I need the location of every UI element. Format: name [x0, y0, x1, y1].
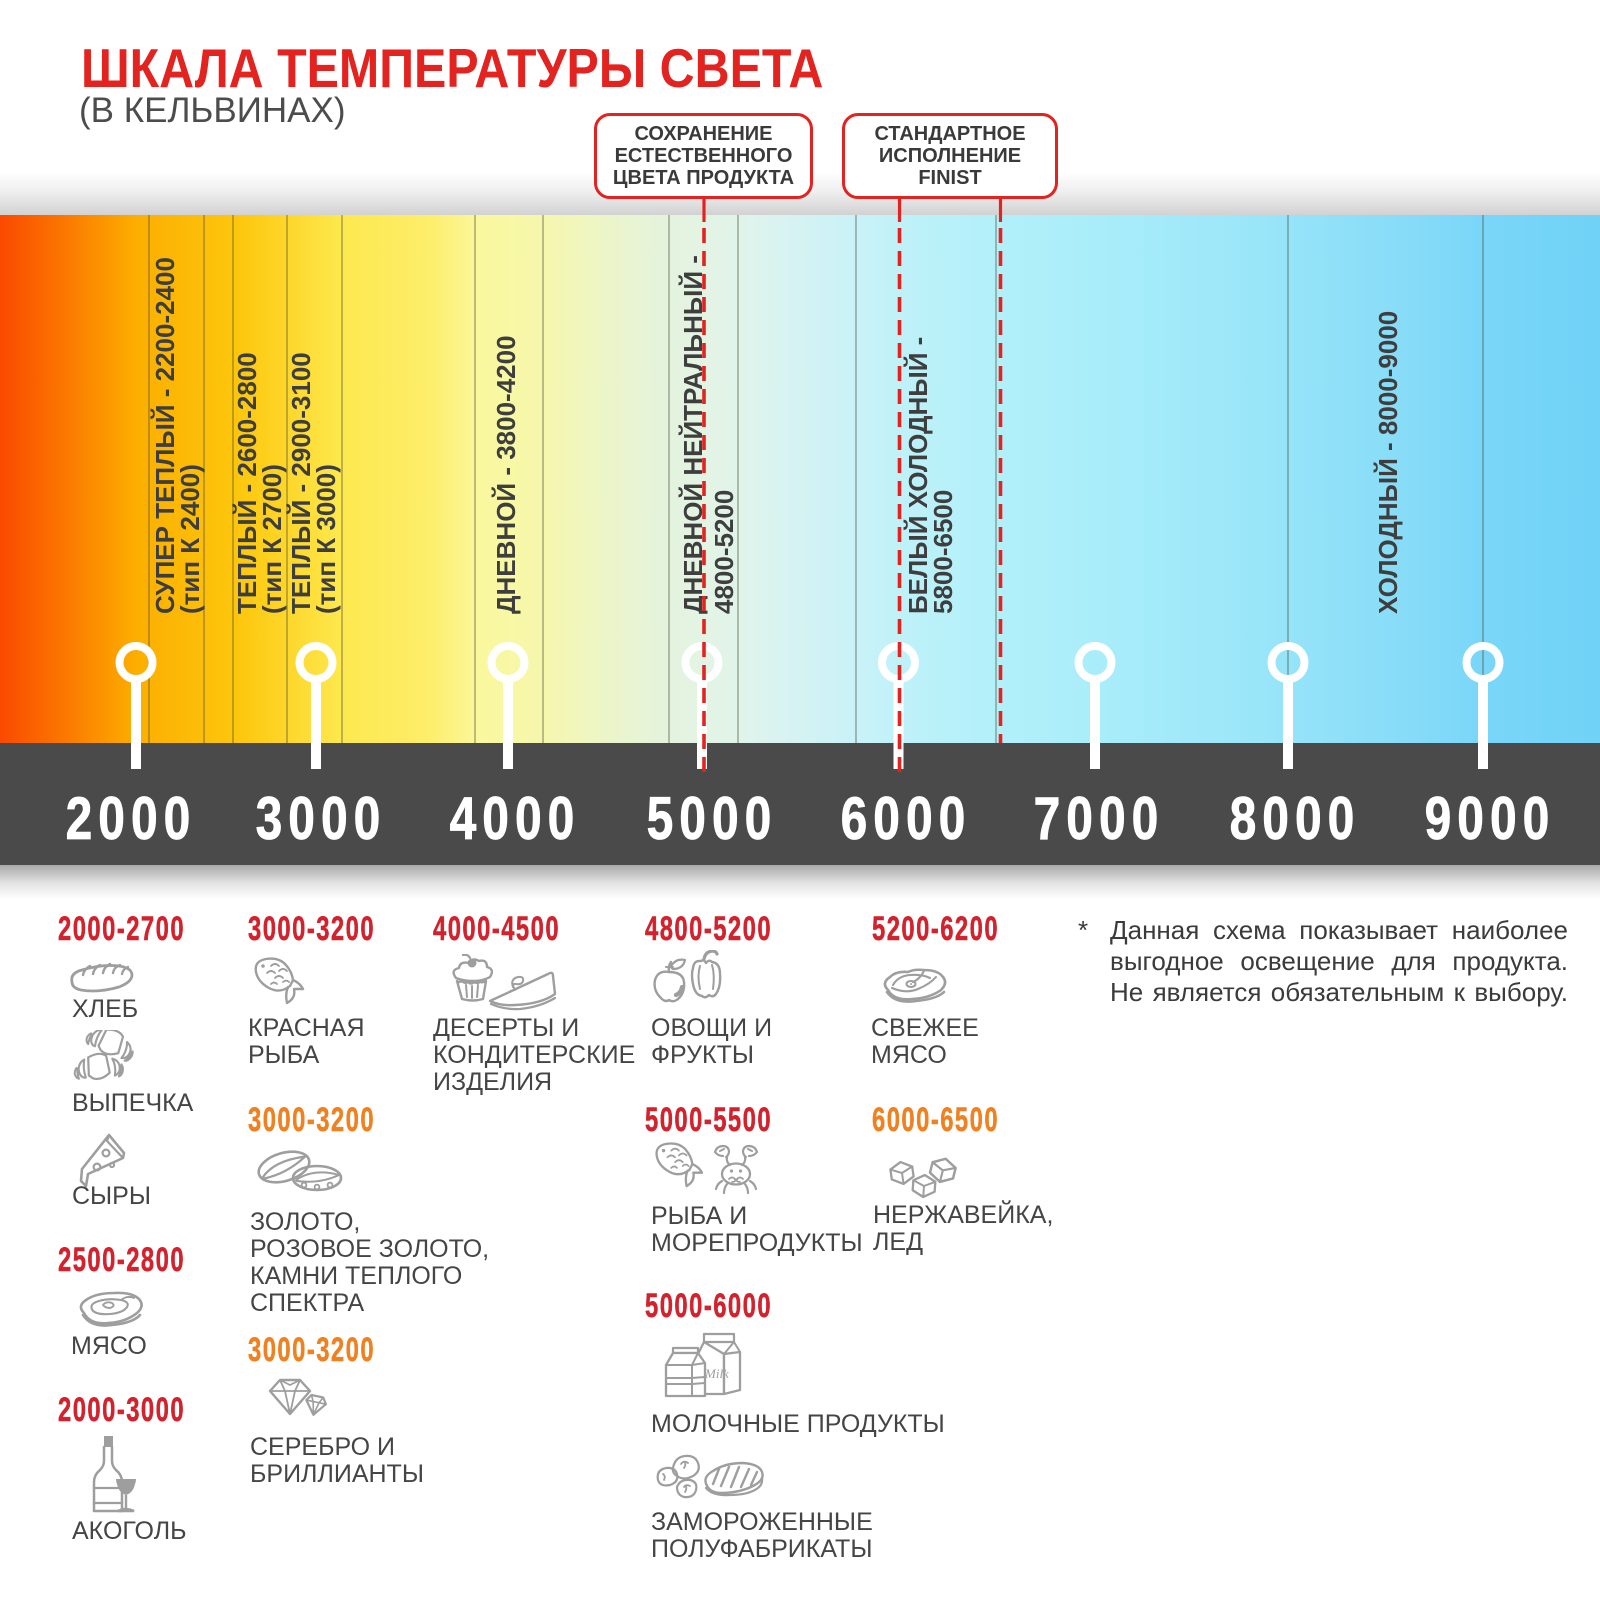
svg-text:Milk: Milk — [704, 1366, 729, 1381]
